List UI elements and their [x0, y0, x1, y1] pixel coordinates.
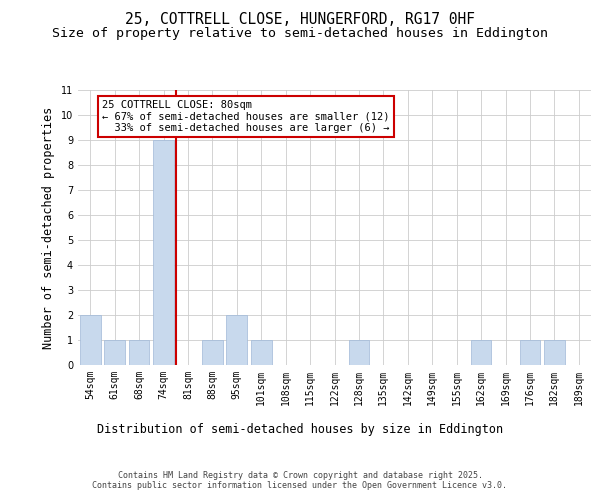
- Bar: [128, 340, 149, 365]
- Bar: [153, 140, 174, 365]
- Text: 25, COTTRELL CLOSE, HUNGERFORD, RG17 0HF: 25, COTTRELL CLOSE, HUNGERFORD, RG17 0HF: [125, 12, 475, 28]
- Bar: [104, 340, 125, 365]
- Text: Contains HM Land Registry data © Crown copyright and database right 2025.
Contai: Contains HM Land Registry data © Crown c…: [92, 470, 508, 490]
- Text: Distribution of semi-detached houses by size in Eddington: Distribution of semi-detached houses by …: [97, 422, 503, 436]
- Bar: [80, 315, 101, 365]
- Bar: [251, 340, 272, 365]
- Bar: [226, 315, 247, 365]
- Bar: [349, 340, 370, 365]
- Text: Size of property relative to semi-detached houses in Eddington: Size of property relative to semi-detach…: [52, 28, 548, 40]
- Bar: [544, 340, 565, 365]
- Bar: [520, 340, 541, 365]
- Text: 25 COTTRELL CLOSE: 80sqm
← 67% of semi-detached houses are smaller (12)
  33% of: 25 COTTRELL CLOSE: 80sqm ← 67% of semi-d…: [103, 100, 390, 133]
- Y-axis label: Number of semi-detached properties: Number of semi-detached properties: [43, 106, 55, 348]
- Bar: [202, 340, 223, 365]
- Bar: [470, 340, 491, 365]
